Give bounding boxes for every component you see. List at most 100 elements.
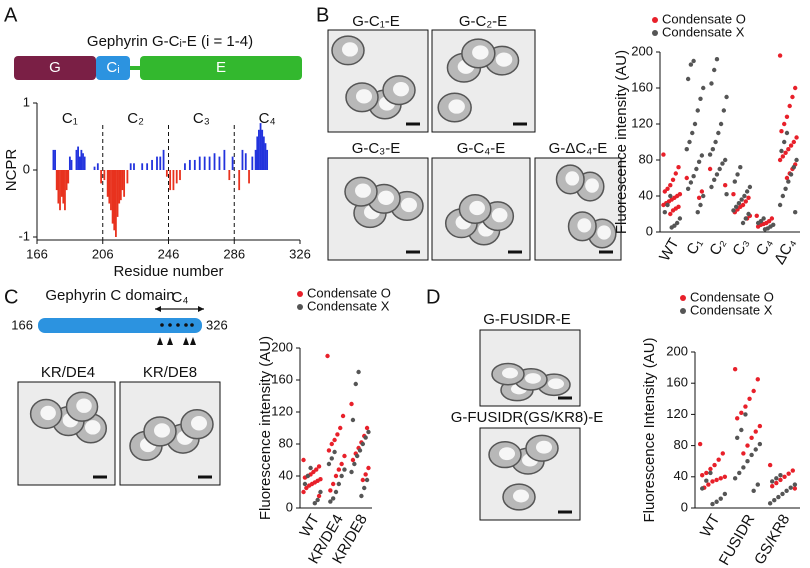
nucleus <box>577 218 592 233</box>
data-point <box>714 57 720 62</box>
data-point <box>722 491 728 497</box>
data-point <box>709 81 714 86</box>
data-point <box>359 493 364 499</box>
data-point <box>301 457 306 463</box>
data-point <box>782 474 787 479</box>
data-point <box>779 129 784 134</box>
ncpr-bar <box>100 170 103 184</box>
ncpr-bar <box>77 146 79 170</box>
micrograph <box>479 427 581 521</box>
data-point <box>794 135 799 140</box>
schematic-title: Gephyrin C domain <box>45 287 174 304</box>
ncpr-bar <box>258 129 260 170</box>
nucleus <box>355 183 371 198</box>
nucleus <box>191 416 207 431</box>
data-point <box>328 499 333 504</box>
data-point <box>778 477 783 483</box>
micrograph <box>534 157 622 261</box>
data-point <box>668 193 673 199</box>
data-point <box>794 157 799 163</box>
data-point <box>754 213 759 218</box>
nucleus <box>513 489 529 503</box>
data-point <box>354 453 360 459</box>
data-point <box>329 441 334 447</box>
nucleus <box>472 45 489 60</box>
ncpr-bar <box>162 149 165 170</box>
ncpr-bar <box>133 163 135 170</box>
ncpr-bar <box>59 170 61 211</box>
x-tick-label: 326 <box>289 246 311 261</box>
data-point <box>732 366 738 372</box>
data-point <box>743 199 748 204</box>
data-point <box>699 189 705 194</box>
data-point <box>777 157 783 163</box>
data-point <box>780 193 786 199</box>
data-point <box>722 157 728 163</box>
image-label: G-C₁-E <box>352 13 400 30</box>
legend-label: Condensate X <box>690 302 773 317</box>
region-label: C₂ <box>127 110 144 127</box>
micrograph <box>119 381 221 486</box>
image-label: KR/DE8 <box>143 364 197 381</box>
data-point <box>761 216 766 221</box>
legend-marker <box>652 17 658 23</box>
data-point <box>691 174 696 179</box>
ncpr-bar <box>123 170 126 197</box>
data-point <box>673 171 678 176</box>
data-point <box>762 227 768 232</box>
panel-label: A <box>4 4 18 26</box>
data-point <box>362 485 367 491</box>
data-point <box>692 121 698 127</box>
nucleus <box>495 52 513 67</box>
micrograph <box>431 29 536 133</box>
data-point <box>350 417 356 423</box>
ncpr-bar <box>218 156 221 170</box>
ncpr-bar <box>184 163 186 170</box>
data-point <box>747 184 753 190</box>
data-point <box>315 497 320 503</box>
legend-marker <box>297 291 303 297</box>
y-tick-label: -1 <box>18 228 30 243</box>
ncpr-bar <box>129 163 132 170</box>
data-point <box>305 473 310 479</box>
ncpr-bar <box>111 170 114 224</box>
data-point <box>770 479 775 484</box>
data-point <box>661 202 666 208</box>
data-point <box>708 466 713 472</box>
data-point <box>732 476 738 481</box>
data-point <box>328 488 333 493</box>
data-point <box>707 166 713 172</box>
image-label: G-FUSIDR(GS/KR8)-E <box>451 409 604 426</box>
legend-marker <box>297 304 303 310</box>
ncpr-bar <box>262 136 265 170</box>
ncpr-bar <box>62 170 65 204</box>
micrograph <box>431 157 531 261</box>
ncpr-bar <box>55 170 58 191</box>
ncpr-bar <box>116 170 119 217</box>
data-point <box>712 67 717 73</box>
data-point <box>740 220 746 226</box>
y-tick-label: 200 <box>666 343 688 358</box>
domain-label: Cᵢ <box>106 59 119 76</box>
data-point <box>316 493 322 499</box>
data-point <box>312 501 318 506</box>
ncpr-bar <box>223 149 226 170</box>
data-point <box>668 183 673 188</box>
data-point <box>746 195 751 200</box>
data-point <box>360 441 366 447</box>
x-tick-label: WT <box>656 235 682 264</box>
nucleus <box>597 225 611 240</box>
x-tick-label: 166 <box>26 246 48 261</box>
data-point <box>366 429 371 435</box>
y-tick-label: 120 <box>271 403 293 418</box>
data-point <box>782 121 787 127</box>
data-point <box>668 211 673 217</box>
y-tick-label: 0 <box>681 499 688 514</box>
mutation-markers <box>157 323 196 345</box>
data-point <box>665 202 670 208</box>
data-point <box>767 462 773 468</box>
data-point <box>741 465 746 470</box>
x-tick-label: WT <box>697 511 723 540</box>
ncpr-bar <box>93 166 96 170</box>
data-point <box>342 467 347 472</box>
